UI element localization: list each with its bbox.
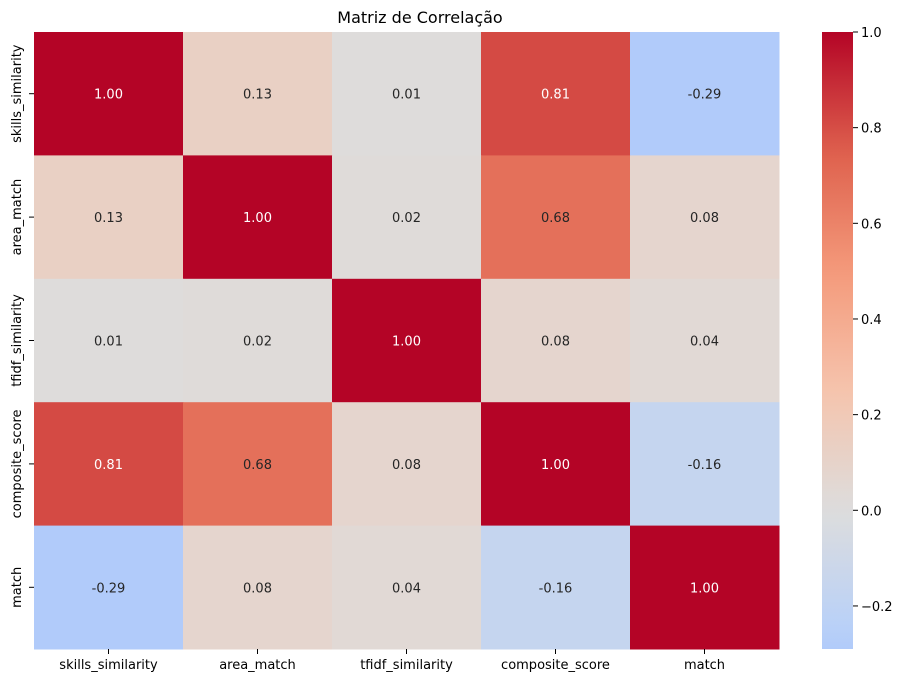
cell-annotation: 0.04 xyxy=(392,581,421,596)
x-tick-label: composite_score xyxy=(501,658,610,673)
cell-annotation: 0.08 xyxy=(243,581,272,596)
heatmap-cell xyxy=(332,32,482,156)
cell-annotation: -0.29 xyxy=(92,581,126,596)
heatmap-cell xyxy=(630,278,780,403)
heatmap-cell xyxy=(183,155,333,280)
cell-annotation: 0.08 xyxy=(541,335,570,350)
colorbar-gradient xyxy=(822,32,853,649)
heatmap-cell xyxy=(630,525,780,650)
heatmap-cell xyxy=(332,402,482,527)
cell-annotation: 0.02 xyxy=(392,211,421,226)
colorbar-tick-label: 0.8 xyxy=(861,122,882,137)
y-axis-labels: skills_similarity area_match tfidf_similar… xyxy=(10,44,34,608)
y-tick-label: area_match xyxy=(10,179,25,256)
cell-annotation: 0.01 xyxy=(94,335,123,350)
cell-annotation: -0.16 xyxy=(539,581,573,596)
heatmap-cell xyxy=(183,525,333,650)
cell-annotation: 0.13 xyxy=(94,211,123,226)
heatmap-cell xyxy=(34,525,184,650)
y-tick-label: composite_score xyxy=(10,409,25,518)
cell-annotation: 0.81 xyxy=(541,88,570,103)
cell-annotation: 0.08 xyxy=(392,458,421,473)
heatmap-cell xyxy=(481,525,631,650)
y-tick-label: tfidf_similarity xyxy=(10,294,25,387)
heatmap-cells: 1.00 0.13 0.01 0.81 -0.29 0.13 1.00 0.02 0.68 0.0… xyxy=(34,32,780,650)
x-tick-label: match xyxy=(684,658,725,673)
cell-annotation: 0.13 xyxy=(243,88,272,103)
heatmap-cell xyxy=(481,278,631,403)
heatmap-cell xyxy=(332,278,482,403)
colorbar-tick-label: 0.4 xyxy=(861,313,882,328)
cell-annotation: 1.00 xyxy=(541,458,570,473)
cell-annotation: 0.81 xyxy=(94,458,123,473)
heatmap-cell xyxy=(183,402,333,527)
x-tick-label: area_match xyxy=(219,658,296,673)
heatmap-cell xyxy=(183,278,333,403)
chart-title: Matriz de Correlação xyxy=(337,8,502,27)
cell-annotation: 0.02 xyxy=(243,335,272,350)
heatmap-cell xyxy=(481,155,631,280)
cell-annotation: 1.00 xyxy=(392,335,421,350)
y-tick-label: match xyxy=(10,567,25,608)
colorbar-tick-label: 0.0 xyxy=(861,504,882,519)
x-tick-label: skills_similarity xyxy=(59,658,158,673)
heatmap-cell xyxy=(332,155,482,280)
heatmap-cell xyxy=(34,155,184,280)
cell-annotation: 0.08 xyxy=(690,211,719,226)
heatmap-cell xyxy=(481,402,631,527)
heatmap-cell xyxy=(630,402,780,527)
colorbar-tick-label: 0.2 xyxy=(861,409,882,424)
heatmap-cell xyxy=(630,32,780,156)
heatmap-cell xyxy=(481,32,631,156)
heatmap-cell xyxy=(332,525,482,650)
x-axis-labels: skills_similarity area_match tfidf_similar… xyxy=(59,649,725,673)
colorbar-tick-label: 1.0 xyxy=(861,26,882,41)
cell-annotation: 1.00 xyxy=(94,88,123,103)
cell-annotation: -0.29 xyxy=(688,88,722,103)
cell-annotation: 0.04 xyxy=(690,335,719,350)
x-tick-label: tfidf_similarity xyxy=(360,658,453,673)
heatmap-cell xyxy=(183,32,333,156)
heatmap-cell xyxy=(34,278,184,403)
heatmap-cell xyxy=(630,155,780,280)
cell-annotation: 1.00 xyxy=(690,581,719,596)
cell-annotation: 1.00 xyxy=(243,211,272,226)
y-tick-label: skills_similarity xyxy=(10,44,25,143)
cell-annotation: 0.68 xyxy=(541,211,570,226)
cell-annotation: 0.68 xyxy=(243,458,272,473)
heatmap-cell xyxy=(34,402,184,527)
colorbar-tick-label: 0.6 xyxy=(861,217,882,232)
colorbar-tick-label: −0.2 xyxy=(861,600,893,615)
colorbar: −0.2 0.0 0.2 0.4 0.6 0.8 1.0 xyxy=(822,26,893,649)
cell-annotation: 0.01 xyxy=(392,88,421,103)
cell-annotation: -0.16 xyxy=(688,458,722,473)
heatmap-cell xyxy=(34,32,184,156)
